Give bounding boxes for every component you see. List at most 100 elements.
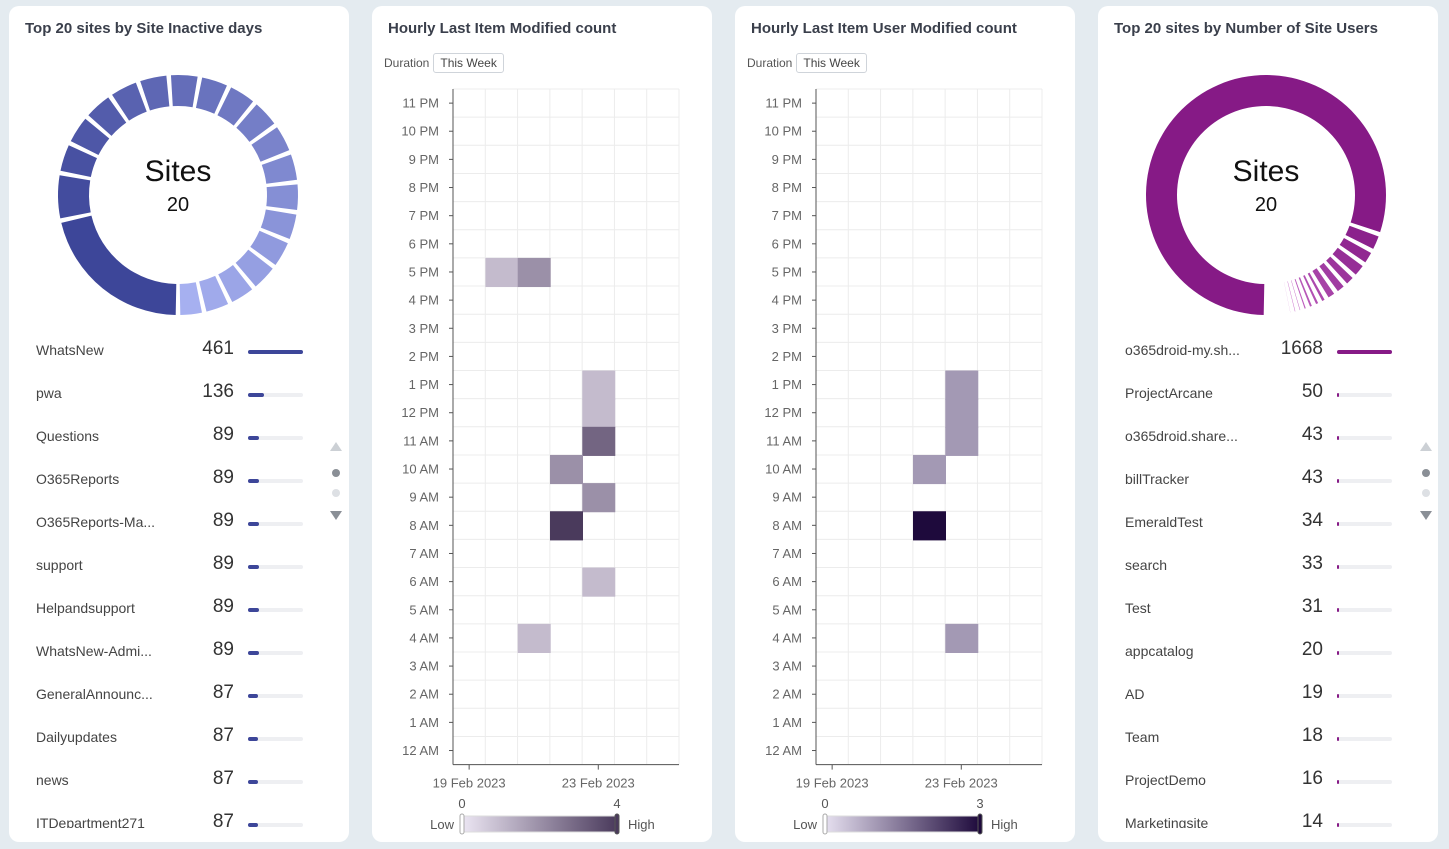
donut-slice[interactable] — [1284, 282, 1291, 313]
pager-up-icon[interactable] — [1420, 442, 1432, 451]
list-item[interactable]: GeneralAnnounc... 87 — [9, 674, 349, 717]
list-item[interactable]: search 33 — [1098, 545, 1438, 588]
y-tick-label: 9 PM — [409, 152, 439, 167]
site-value: 89 — [212, 639, 234, 660]
list-item[interactable]: o365droid.share... 43 — [1098, 416, 1438, 459]
list-item[interactable]: ProjectDemo 16 — [1098, 760, 1438, 803]
heatmap-cell[interactable] — [582, 426, 616, 456]
pager-up-icon[interactable] — [330, 442, 342, 451]
list-item[interactable]: Helpandsupport 89 — [9, 588, 349, 631]
donut-slice[interactable] — [1339, 237, 1372, 263]
donut-slice[interactable] — [57, 175, 91, 219]
list-item[interactable]: Marketingsite 14 — [1098, 803, 1438, 828]
list-pager[interactable] — [1419, 439, 1433, 525]
donut-center-label: Sites — [1233, 155, 1300, 188]
list-item[interactable]: pwa 136 — [9, 373, 349, 416]
donut-slice[interactable] — [1319, 262, 1344, 292]
legend-max-handle[interactable] — [977, 813, 983, 835]
donut-slice[interactable] — [61, 215, 177, 315]
heatmap-cell[interactable] — [582, 370, 616, 400]
list-item[interactable]: O365Reports-Ma... 89 — [9, 502, 349, 545]
heatmap-cell[interactable] — [582, 398, 616, 428]
pager-dot[interactable] — [1422, 489, 1430, 497]
list-item[interactable]: news 87 — [9, 760, 349, 803]
donut-slice[interactable] — [112, 82, 147, 121]
list-item[interactable]: WhatsNew 461 — [9, 330, 349, 373]
list-pager[interactable] — [329, 439, 343, 525]
donut-slice[interactable] — [1291, 280, 1301, 311]
heatmap-chart: 12 AM 1 AM 2 AM 3 AM 4 AM 5 AM 6 AM 7 AM 8 AM 9 A… — [764, 88, 1043, 835]
donut-slice[interactable] — [260, 209, 297, 240]
donut-slice[interactable] — [140, 75, 170, 111]
donut-slice[interactable] — [170, 75, 198, 108]
donut-slice[interactable] — [235, 249, 273, 287]
donut-slice[interactable] — [218, 264, 253, 303]
heatmap-cell[interactable] — [550, 454, 583, 485]
heatmap-cell[interactable] — [913, 454, 946, 485]
list-item[interactable]: billTracker 43 — [1098, 459, 1438, 502]
pager-dot-active[interactable] — [1422, 469, 1430, 477]
y-tick-label: 5 PM — [772, 264, 802, 279]
donut-slice[interactable] — [1332, 247, 1363, 275]
list-item[interactable]: O365Reports 89 — [9, 459, 349, 502]
heatmap-cell[interactable] — [945, 370, 979, 400]
heatmap-cell[interactable] — [517, 257, 551, 288]
donut-slice[interactable] — [1287, 281, 1296, 312]
donut-slice[interactable] — [1298, 277, 1312, 307]
heatmap-cell[interactable] — [485, 257, 519, 288]
y-tick-label: 3 PM — [772, 321, 802, 336]
value-bar-track — [1337, 436, 1392, 440]
donut-slice[interactable] — [1307, 272, 1325, 301]
donut-slice[interactable] — [1312, 268, 1335, 298]
list-item[interactable]: ITDepartment271 87 — [9, 803, 349, 828]
heatmap-cell[interactable] — [945, 623, 979, 653]
heatmap-cell[interactable] — [517, 623, 551, 653]
heatmap-cell[interactable] — [945, 398, 979, 428]
list-item[interactable]: appcatalog 20 — [1098, 631, 1438, 674]
heatmap-cell[interactable] — [945, 426, 979, 456]
donut-slice[interactable] — [1294, 278, 1306, 309]
list-item[interactable]: support 89 — [9, 545, 349, 588]
heatmap-cell[interactable] — [582, 567, 616, 597]
pager-down-icon[interactable] — [1420, 511, 1432, 520]
donut-slice[interactable] — [88, 97, 127, 136]
duration-dropdown[interactable]: This Week — [796, 53, 867, 73]
site-list[interactable]: WhatsNew 461 pwa 136 Questions 89 O365Reports 8… — [9, 330, 349, 828]
donut-slice[interactable] — [251, 127, 290, 162]
donut-slice[interactable] — [60, 145, 97, 177]
donut-slice[interactable] — [236, 104, 275, 142]
heatmap-cell[interactable] — [550, 511, 583, 541]
list-item[interactable]: Questions 89 — [9, 416, 349, 459]
list-item[interactable]: EmeraldTest 34 — [1098, 502, 1438, 545]
list-item[interactable]: Dailyupdates 87 — [9, 717, 349, 760]
list-item[interactable]: WhatsNew-Admi... 89 — [9, 631, 349, 674]
pager-dot-active[interactable] — [332, 469, 340, 477]
heatmap-cell[interactable] — [582, 483, 616, 513]
list-item[interactable]: Test 31 — [1098, 588, 1438, 631]
pager-down-icon[interactable] — [330, 511, 342, 520]
legend-min-handle[interactable] — [459, 813, 465, 835]
donut-slice[interactable] — [1303, 275, 1319, 305]
donut-slice[interactable] — [261, 154, 298, 184]
legend-min-handle[interactable] — [822, 813, 828, 835]
pager-dot[interactable] — [332, 489, 340, 497]
duration-dropdown[interactable]: This Week — [433, 53, 504, 73]
site-list[interactable]: o365droid-my.sh... 1668 ProjectArcane 50 o36… — [1098, 330, 1438, 828]
donut-slice[interactable] — [199, 275, 229, 312]
donut-slice[interactable] — [266, 184, 298, 211]
heatmap-cell[interactable] — [913, 511, 946, 541]
list-item[interactable]: AD 19 — [1098, 674, 1438, 717]
donut-slice[interactable] — [1326, 256, 1353, 284]
list-item[interactable]: Team 18 — [1098, 717, 1438, 760]
legend-max-handle[interactable] — [614, 813, 620, 835]
donut-slice[interactable] — [179, 282, 202, 315]
value-bar-track — [1337, 565, 1392, 569]
list-item[interactable]: o365droid-my.sh... 1668 — [1098, 330, 1438, 373]
y-tick-label: 7 PM — [772, 208, 802, 223]
donut-slice[interactable] — [1345, 225, 1379, 249]
donut-slice[interactable] — [250, 230, 288, 265]
donut-slice[interactable] — [217, 87, 254, 126]
donut-slice[interactable] — [70, 118, 110, 156]
list-item[interactable]: ProjectArcane 50 — [1098, 373, 1438, 416]
donut-slice[interactable] — [195, 77, 227, 114]
